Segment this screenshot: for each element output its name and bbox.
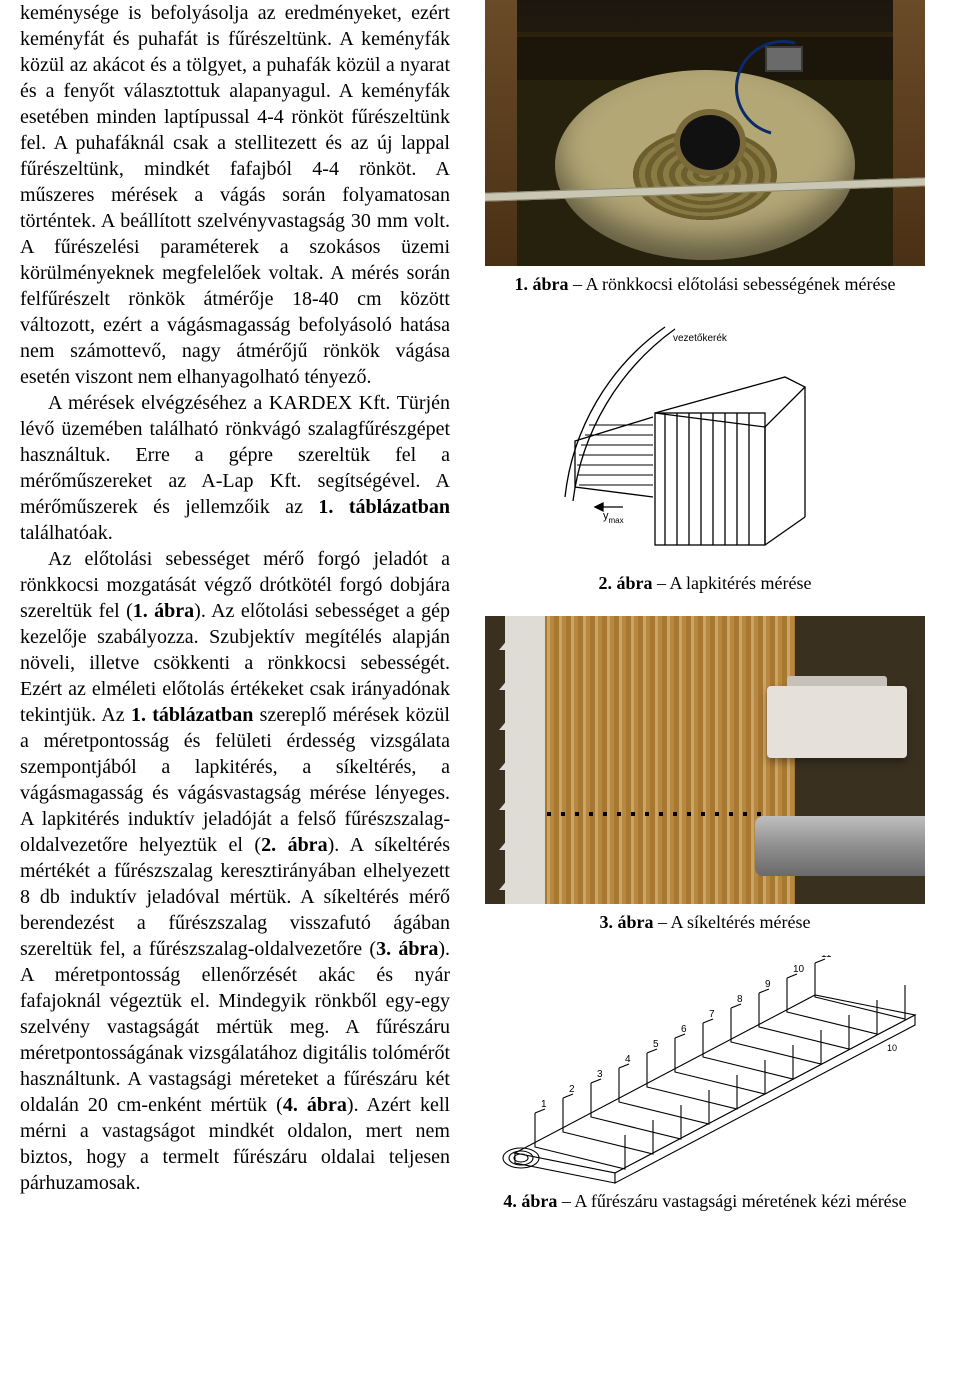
figure-1-photo — [485, 0, 925, 266]
fig4-bar-label: 10 — [793, 964, 805, 975]
fig4-bar-label: 3 — [597, 1069, 603, 1080]
fig4-bar-label: 8 — [737, 994, 743, 1005]
figure-4-caption: 4. ábra – A fűrészáru vastagsági méretén… — [474, 1191, 936, 1212]
figure-2-sep: – — [653, 573, 670, 593]
left-column: keménysége is befolyásolja az eredmények… — [20, 0, 450, 1212]
figure-3-photo — [485, 616, 925, 904]
paragraph-3b-bold: 1. ábra — [133, 600, 194, 622]
saw-tooth-icon — [499, 866, 519, 890]
saw-tooth-icon — [499, 826, 519, 850]
fig4-bar-label: 5 — [653, 1039, 659, 1050]
figure-3-number: 3. ábra — [600, 912, 654, 932]
figure-4-diagram: 1 2 3 4 5 6 7 8 9 10 11 10 — [485, 955, 925, 1185]
paragraph-1: keménysége is befolyásolja az eredmények… — [20, 0, 450, 390]
wood-beam-left — [485, 0, 517, 266]
figure-1-number: 1. ábra — [515, 274, 569, 294]
fig4-bar-label: 4 — [625, 1054, 631, 1065]
sensor-box — [767, 686, 907, 758]
svg-text:ymax: ymax — [603, 510, 624, 525]
figure-2-caption: 2. ábra – A lapkitérés mérése — [474, 573, 936, 594]
figure-2-text: A lapkitérés mérése — [670, 573, 812, 593]
saw-tooth-icon — [499, 746, 519, 770]
paragraph-3h-bold: 3. ábra — [376, 938, 438, 960]
paragraph-3: Az előtolási sebességet mérő forgó jelad… — [20, 546, 450, 1196]
saw-tooth-icon — [499, 706, 519, 730]
saw-tooth-icon — [499, 666, 519, 690]
paragraph-3j-bold: 4. ábra — [283, 1094, 347, 1116]
paragraph-3f-bold: 2. ábra — [261, 834, 328, 856]
fig4-bar-label: 7 — [709, 1009, 715, 1020]
figure-1-caption: 1. ábra – A rönkkocsi előtolási sebesség… — [474, 274, 936, 295]
fig4-bar-label: 1 — [541, 1099, 547, 1110]
paragraph-3i: ). A méretpontosság ellenőrzését akác és… — [20, 938, 450, 1116]
right-column: 1. ábra – A rönkkocsi előtolási sebesség… — [474, 0, 936, 1212]
fig4-span-label: 10 — [887, 1043, 897, 1053]
page: keménysége is befolyásolja az eredmények… — [0, 0, 960, 1224]
paragraph-2: A mérések elvégzéséhez a KARDEX Kft. Tür… — [20, 390, 450, 546]
saw-tooth-icon — [499, 786, 519, 810]
paragraph-2c: találhatóak. — [20, 522, 113, 544]
figure-2-diagram: vezetőkerék ymax — [525, 317, 885, 567]
figure-1-sep: – — [569, 274, 586, 294]
fig4-bar-label: 9 — [765, 979, 771, 990]
figure-3-caption: 3. ábra – A síkeltérés mérése — [474, 912, 936, 933]
drum-hub — [680, 115, 740, 170]
figure-3-text: A síkeltérés mérése — [671, 912, 811, 932]
saw-tooth-icon — [499, 626, 519, 650]
fig4-bar-label: 11 — [821, 955, 832, 960]
wood-beam-right — [893, 0, 925, 266]
figure-4-text: A fűrészáru vastagsági méretének kézi mé… — [574, 1191, 906, 1211]
fig2-label-ymax: max — [609, 516, 624, 525]
fig4-bar-label: 6 — [681, 1024, 687, 1035]
paragraph-3d-bold: 1. táblázatban — [131, 704, 253, 726]
fig2-label-top: vezetőkerék — [673, 333, 728, 344]
sensor-row-dots — [547, 812, 767, 816]
metal-pipe — [755, 816, 925, 876]
figure-3-sep: – — [654, 912, 671, 932]
figure-4-sep: – — [557, 1191, 574, 1211]
encoder-bracket — [765, 46, 803, 72]
fig4-bar-label: 2 — [569, 1084, 575, 1095]
figure-4-number: 4. ábra — [503, 1191, 557, 1211]
figure-2-number: 2. ábra — [599, 573, 653, 593]
paragraph-2b-bold: 1. táblázatban — [318, 496, 450, 518]
figure-1-text: A rönkkocsi előtolási sebességének mérés… — [586, 274, 896, 294]
